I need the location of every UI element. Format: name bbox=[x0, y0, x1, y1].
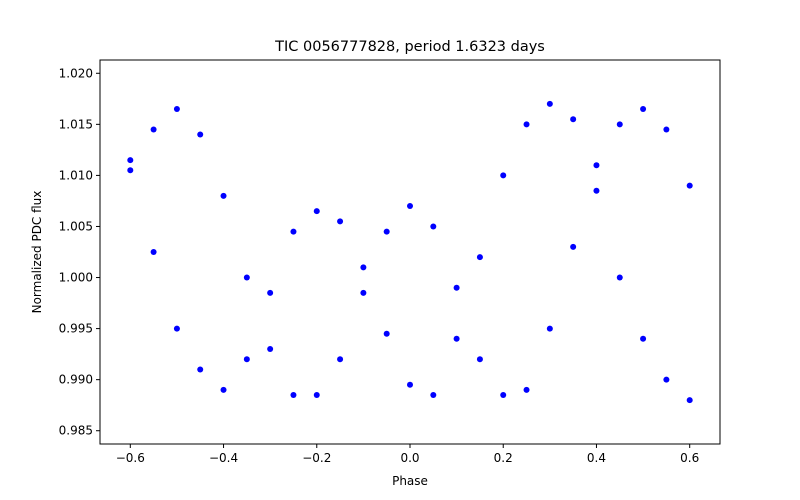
data-point bbox=[453, 284, 460, 291]
x-tick-label: −0.4 bbox=[209, 451, 238, 465]
y-tick-label: 0.995 bbox=[59, 322, 93, 336]
data-point bbox=[453, 335, 460, 342]
data-point bbox=[360, 289, 367, 296]
data-point bbox=[476, 356, 483, 363]
data-point bbox=[593, 187, 600, 194]
data-point bbox=[360, 264, 367, 271]
data-point bbox=[150, 249, 157, 255]
data-point bbox=[523, 386, 530, 393]
chart-title: TIC 0056777828, period 1.6323 days bbox=[274, 39, 545, 55]
data-point bbox=[243, 356, 250, 363]
data-point bbox=[220, 386, 227, 393]
data-point bbox=[407, 381, 413, 388]
data-point bbox=[197, 131, 204, 138]
data-point bbox=[663, 126, 670, 133]
y-tick-label: 0.990 bbox=[59, 373, 93, 387]
data-point bbox=[197, 366, 204, 373]
x-tick-label: −0.2 bbox=[302, 451, 331, 465]
x-tick-label: −0.6 bbox=[116, 451, 145, 465]
data-point bbox=[220, 192, 227, 199]
data-point bbox=[337, 356, 344, 363]
data-point bbox=[640, 106, 647, 113]
data-point bbox=[523, 121, 530, 128]
x-axis-ticks: −0.6 −0.4 −0.2 0.0 0.2 0.4 0.6 bbox=[116, 444, 699, 465]
y-tick-label: 1.000 bbox=[59, 271, 93, 285]
y-axis-label: Normalized PDC flux bbox=[30, 191, 44, 314]
x-tick-label: 0.4 bbox=[587, 451, 606, 465]
data-point bbox=[500, 172, 507, 179]
data-point bbox=[546, 325, 553, 332]
data-point bbox=[407, 203, 413, 210]
x-tick-label: 0.6 bbox=[680, 451, 699, 465]
data-point bbox=[127, 157, 134, 164]
y-tick-label: 1.020 bbox=[59, 66, 93, 80]
data-point bbox=[593, 162, 600, 169]
data-point bbox=[267, 346, 274, 353]
data-point bbox=[663, 376, 670, 383]
y-tick-label: 1.005 bbox=[59, 219, 93, 233]
data-point bbox=[127, 167, 134, 174]
x-tick-label: 0.0 bbox=[400, 451, 419, 465]
data-point bbox=[686, 182, 693, 189]
data-point bbox=[570, 243, 577, 250]
data-point bbox=[686, 397, 693, 404]
data-point bbox=[290, 228, 297, 235]
data-point bbox=[290, 391, 297, 398]
x-tick-label: 0.2 bbox=[494, 451, 513, 465]
y-tick-label: 1.015 bbox=[59, 117, 93, 131]
data-point bbox=[570, 116, 577, 123]
data-point bbox=[150, 126, 157, 133]
data-point bbox=[243, 274, 250, 281]
data-point bbox=[616, 121, 623, 128]
data-point bbox=[313, 391, 320, 398]
y-tick-label: 1.010 bbox=[59, 168, 93, 182]
data-point bbox=[500, 391, 507, 398]
data-point bbox=[430, 223, 437, 230]
y-axis-ticks: 0.985 0.990 0.995 1.000 1.005 1.010 1.015 1.020 bbox=[59, 66, 100, 438]
data-point bbox=[313, 208, 320, 215]
data-point bbox=[173, 106, 180, 113]
x-axis-label: Phase bbox=[392, 474, 428, 488]
data-point bbox=[267, 289, 274, 296]
y-tick-label: 0.985 bbox=[59, 424, 93, 438]
data-point bbox=[383, 330, 390, 337]
data-point bbox=[476, 254, 483, 261]
data-point bbox=[616, 274, 623, 281]
data-point bbox=[430, 391, 437, 398]
data-point bbox=[173, 325, 180, 332]
data-points bbox=[127, 100, 693, 404]
data-point bbox=[337, 218, 344, 225]
data-point bbox=[640, 335, 647, 342]
data-point bbox=[383, 228, 390, 235]
data-point bbox=[546, 100, 553, 107]
